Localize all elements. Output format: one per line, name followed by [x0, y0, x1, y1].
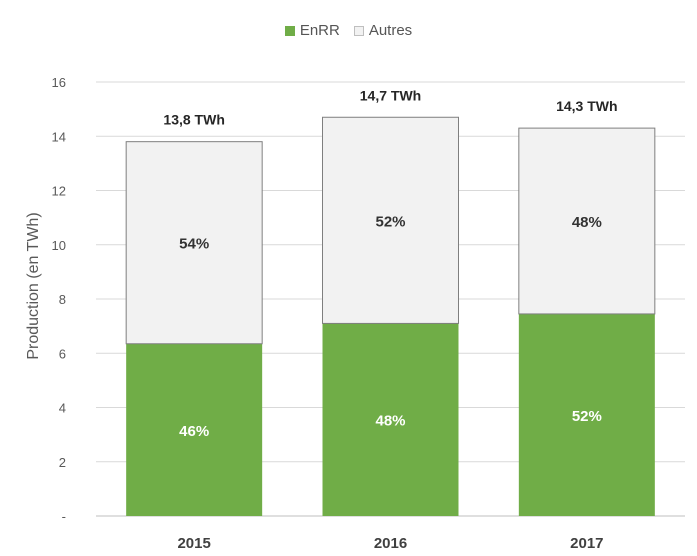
bar-enrr-2016: [322, 323, 459, 516]
legend-label-autres: Autres: [368, 22, 413, 39]
x-axis-labels: 2015 2016 2017: [177, 535, 603, 552]
data-label-autres-2017: 48%: [572, 214, 602, 231]
data-label-autres-2015: 54%: [179, 236, 209, 253]
data-label-enrr-2015: 46%: [179, 423, 209, 440]
y-tick-label: 10: [52, 238, 66, 253]
x-tick-label-2017: 2017: [570, 535, 603, 552]
data-label-autres-2016: 52%: [375, 213, 405, 230]
bars: 46% 54% 13,8 TWh 48% 52% 14,7 TWh 52% 48% 14,3 T…: [125, 87, 656, 516]
y-axis-label: Production (en TWh): [25, 212, 42, 359]
bar-autres-2015: [125, 141, 263, 345]
y-tick-label: 6: [59, 346, 66, 361]
bar-enrr-2015: [126, 343, 263, 516]
chart-legend: EnRR Autres: [0, 22, 697, 39]
legend-swatch-enrr: [284, 25, 295, 36]
bar-enrr-2017: [518, 313, 655, 516]
y-tick-label: -: [62, 509, 66, 524]
x-tick-label-2016: 2016: [374, 535, 407, 552]
y-axis-ticks: - 2 4 6 8 10 12 14 16: [52, 75, 66, 524]
y-tick-label: 14: [52, 129, 66, 144]
legend-item-autres: Autres: [353, 22, 413, 39]
total-label-2015: 13,8 TWh: [163, 112, 224, 128]
data-label-enrr-2017: 52%: [572, 408, 602, 425]
legend-swatch-autres: [353, 25, 364, 36]
y-tick-label: 12: [52, 184, 66, 199]
bar-autres-2016: [322, 116, 459, 324]
y-tick-label: 4: [59, 401, 66, 416]
legend-item-enrr: EnRR: [284, 22, 340, 39]
legend-label-enrr: EnRR: [299, 22, 340, 39]
y-tick-label: 2: [59, 455, 66, 470]
y-tick-label: 16: [52, 75, 66, 90]
y-tick-label: 8: [59, 292, 66, 307]
total-label-2017: 14,3 TWh: [556, 98, 617, 114]
x-tick-label-2015: 2015: [177, 535, 210, 552]
bar-autres-2017: [518, 127, 656, 315]
data-label-enrr-2016: 48%: [375, 413, 405, 430]
total-label-2016: 14,7 TWh: [360, 87, 421, 103]
